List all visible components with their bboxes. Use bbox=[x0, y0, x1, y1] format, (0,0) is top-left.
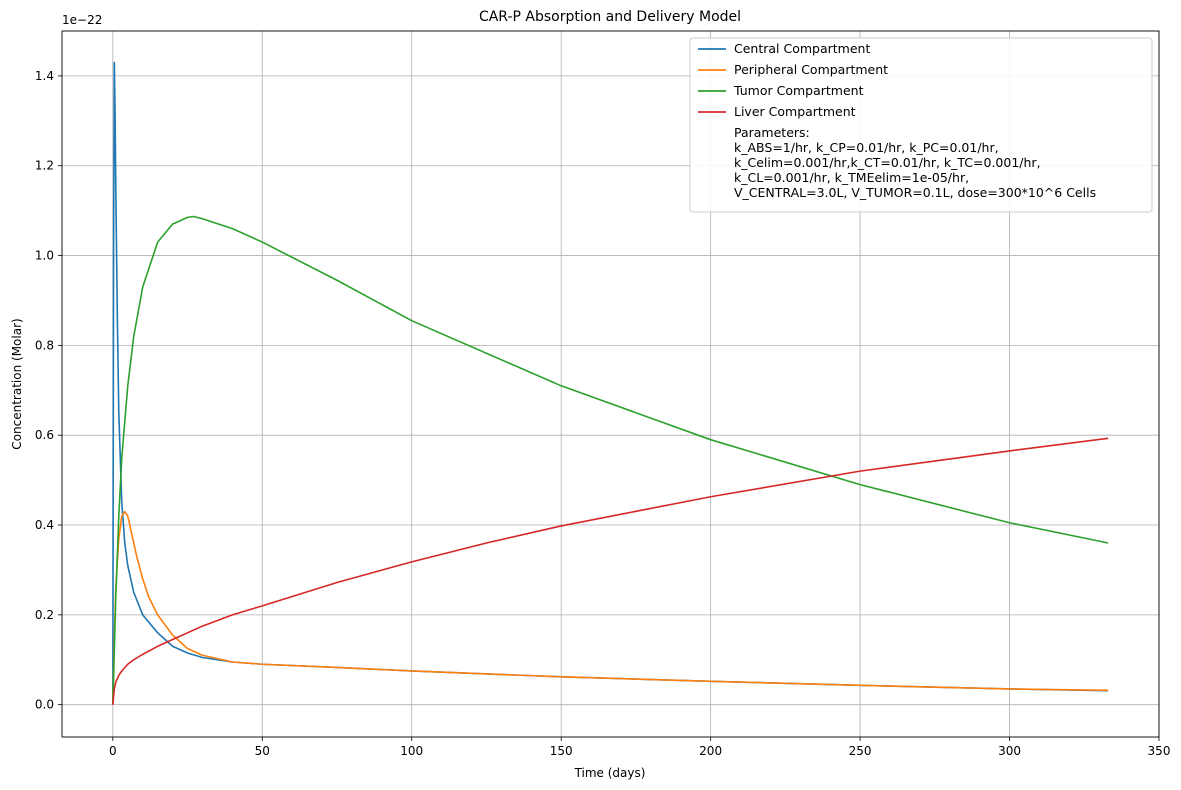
series-line-peripheral-compartment bbox=[112, 510, 1109, 705]
legend-parameters-line: k_Celim=0.001/hr,k_CT=0.01/hr, k_TC=0.00… bbox=[734, 155, 1041, 170]
series-line-tumor-compartment bbox=[112, 215, 1109, 705]
legend-parameters-line: k_CL=0.001/hr, k_TMEelim=1e-05/hr, bbox=[734, 170, 969, 185]
y-tick-label: 1.2 bbox=[35, 159, 54, 173]
y-axis-ticks: 0.0 0.2 0.4 0.6 0.8 1.0 1.2 1.4 bbox=[35, 69, 62, 712]
legend-label-tumor-compartment: Tumor Compartment bbox=[733, 83, 864, 98]
x-tick-label: 50 bbox=[255, 744, 270, 758]
x-tick-label: 100 bbox=[400, 744, 423, 758]
x-tick-label: 150 bbox=[550, 744, 573, 758]
legend-parameters-line: k_ABS=1/hr, k_CP=0.01/hr, k_PC=0.01/hr, bbox=[734, 140, 999, 155]
x-tick-label: 200 bbox=[699, 744, 722, 758]
plot-frame bbox=[61, 30, 1160, 738]
x-tick-label: 0 bbox=[109, 744, 117, 758]
legend-parameters-line: Parameters: bbox=[734, 125, 810, 140]
legend-parameters-line: V_CENTRAL=3.0L, V_TUMOR=0.1L, dose=300*1… bbox=[734, 185, 1096, 200]
y-tick-label: 0.6 bbox=[35, 428, 54, 442]
x-axis-ticks: 0 50 100 150 200 250 300 350 bbox=[109, 737, 1170, 758]
y-tick-label: 0.8 bbox=[35, 338, 54, 352]
y-tick-label: 1.0 bbox=[35, 249, 54, 263]
y-tick-label: 0.0 bbox=[35, 698, 54, 712]
legend-label-central-compartment: Central Compartment bbox=[734, 41, 870, 56]
y-axis-label: Concentration (Molar) bbox=[10, 318, 24, 449]
y-tick-label: 0.4 bbox=[35, 518, 54, 532]
series-group bbox=[112, 61, 1109, 705]
x-axis-label: Time (days) bbox=[574, 766, 646, 780]
chart-title: CAR-P Absorption and Delivery Model bbox=[479, 9, 741, 25]
y-tick-label: 0.2 bbox=[35, 608, 54, 622]
series-line-liver-compartment bbox=[112, 437, 1109, 705]
y-tick-label: 1.4 bbox=[35, 69, 54, 83]
legend-label-liver-compartment: Liver Compartment bbox=[734, 104, 856, 119]
y-offset-label: 1e−22 bbox=[62, 13, 102, 27]
x-tick-label: 300 bbox=[998, 744, 1021, 758]
x-tick-label: 250 bbox=[849, 744, 872, 758]
legend: Central Compartment Peripheral Compartmen… bbox=[689, 37, 1153, 213]
legend-box bbox=[689, 37, 1153, 213]
x-tick-label: 350 bbox=[1148, 744, 1171, 758]
legend-label-peripheral-compartment: Peripheral Compartment bbox=[734, 62, 888, 77]
